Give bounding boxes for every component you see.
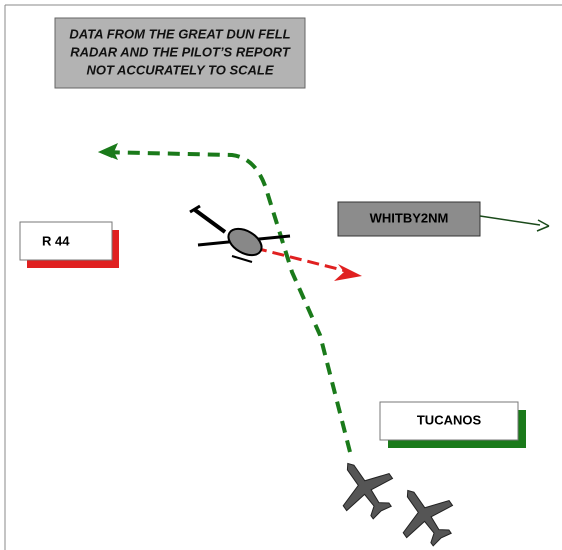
label: TUCANOS [417,412,482,427]
arrowhead-red [334,264,362,281]
label: R 44 [42,233,70,248]
tucanos-box [379,401,519,441]
track-green [99,150,352,453]
whitby-line [479,215,541,226]
header-box [54,17,306,89]
arrowhead-green [98,143,118,160]
aircraft [342,462,454,547]
header-line: DATA FROM THE GREAT DUN FELL [69,26,290,41]
header-line: RADAR AND THE PILOT’S REPORT [70,44,291,59]
whitby-arrowhead [536,219,550,232]
r44-box [19,221,113,261]
track-red [254,246,351,274]
header-line: NOT ACCURATELY TO SCALE [86,62,273,77]
whitby-box [337,201,481,237]
helicopter [189,204,291,263]
label: WHITBY2NM [370,210,449,225]
